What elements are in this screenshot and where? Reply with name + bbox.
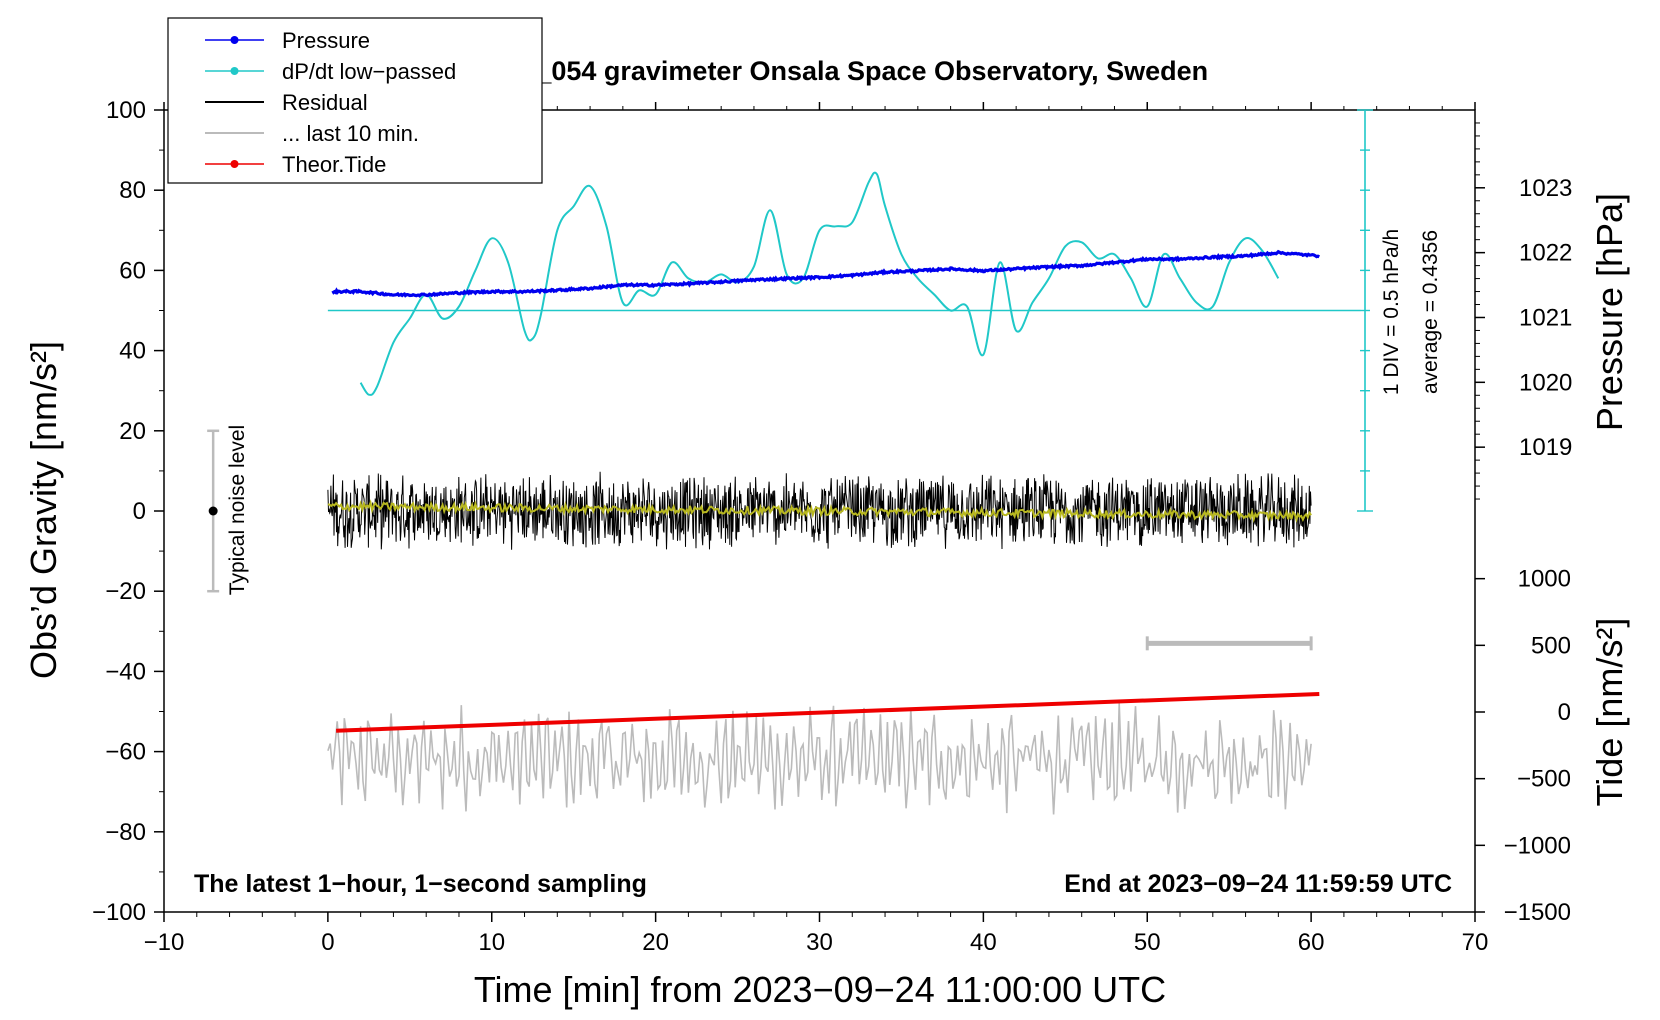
y-tick-label: −20 [105, 578, 146, 605]
x-tick-label: 0 [321, 929, 334, 956]
legend-box [167, 17, 543, 184]
legend-label-2: Residual [282, 90, 368, 115]
div-scale-label: 1 DIV = 0.5 hPa/h [1380, 229, 1403, 395]
y-axis-label-pressure: Pressure [hPa] [1589, 193, 1630, 431]
legend-marker-4 [230, 160, 239, 168]
pressure-tick-label: 1021 [1519, 304, 1572, 331]
average-label: average = 0.4356 [1419, 230, 1442, 394]
y-tick-label: 0 [133, 498, 146, 525]
legend-marker-0 [230, 36, 239, 44]
annotation-sampling: The latest 1−hour, 1−second sampling [194, 870, 647, 898]
pressure-tick-label: 1019 [1519, 434, 1572, 461]
dpdt-division-scale [1357, 109, 1373, 512]
y-tick-label: 40 [119, 338, 146, 365]
tide-axis-ticks: 1000 500 0 −500 −1000 −1500 [1475, 566, 1571, 926]
legend: Pressure dP/dt low−passed Residual ... last… [167, 17, 543, 184]
y-tick-label: 80 [119, 177, 146, 204]
pressure-axis-ticks: 1023 1022 1021 1020 1019 [1475, 122, 1572, 500]
legend-label-0: Pressure [282, 28, 370, 53]
x-tick-label: 50 [1134, 929, 1161, 956]
tide-tick-label: 1000 [1518, 566, 1571, 593]
y-tick-label: −60 [105, 739, 146, 766]
x-tick-label: 40 [970, 929, 997, 956]
x-tick-label: −10 [144, 929, 185, 956]
chart-title: SCG_054 gravimeter Onsala Space Observat… [478, 56, 1208, 86]
legend-label-3: ... last 10 min. [282, 121, 419, 146]
series-residual-lowpass [327, 499, 1312, 524]
x-tick-label: 10 [478, 929, 505, 956]
noise-level-label: Typical noise level [226, 425, 249, 595]
series-layer [327, 171, 1361, 815]
y-tick-label: 100 [106, 97, 146, 124]
tide-tick-label: −1500 [1504, 899, 1571, 926]
tide-tick-label: 0 [1558, 699, 1571, 726]
legend-label-1: dP/dt low−passed [282, 59, 456, 84]
y-axis-label-tide: Tide [nm/s²] [1589, 618, 1630, 807]
y-axis-ticks: 100 80 60 40 20 0 −20 −40 −60 −80 −100 [92, 97, 164, 926]
series-pressure [331, 249, 1320, 298]
tide-tick-label: −500 [1517, 766, 1571, 793]
pressure-tick-label: 1022 [1519, 240, 1572, 267]
noise-level-bar [207, 429, 220, 593]
annotation-end-time: End at 2023−09−24 11:59:59 UTC [1064, 870, 1452, 898]
noise-bar-center-dot [208, 506, 218, 516]
series-last-10-min [327, 703, 1312, 815]
tide-tick-label: −1000 [1504, 832, 1571, 859]
x-tick-label: 60 [1298, 929, 1325, 956]
y-tick-label: 20 [119, 418, 146, 445]
x-tick-label: 20 [642, 929, 669, 956]
y-tick-label: −40 [105, 658, 146, 685]
series-theor-tide [336, 692, 1320, 733]
pressure-tick-label: 1023 [1519, 175, 1572, 202]
y-axis-label-gravity: Obs’d Gravity [nm/s²] [23, 341, 64, 679]
legend-marker-1 [230, 67, 239, 75]
x-tick-label: 30 [806, 929, 833, 956]
y-tick-label: −80 [105, 819, 146, 846]
x-tick-label: 70 [1462, 929, 1489, 956]
series-dpdt [359, 171, 1280, 396]
y-tick-label: −100 [92, 899, 146, 926]
tide-tick-label: 500 [1531, 632, 1571, 659]
y-tick-label: 60 [119, 257, 146, 284]
pressure-tick-label: 1020 [1519, 369, 1572, 396]
legend-label-4: Theor.Tide [282, 152, 386, 177]
x-axis-label: Time [min] from 2023−09−24 11:00:00 UTC [474, 969, 1166, 1010]
